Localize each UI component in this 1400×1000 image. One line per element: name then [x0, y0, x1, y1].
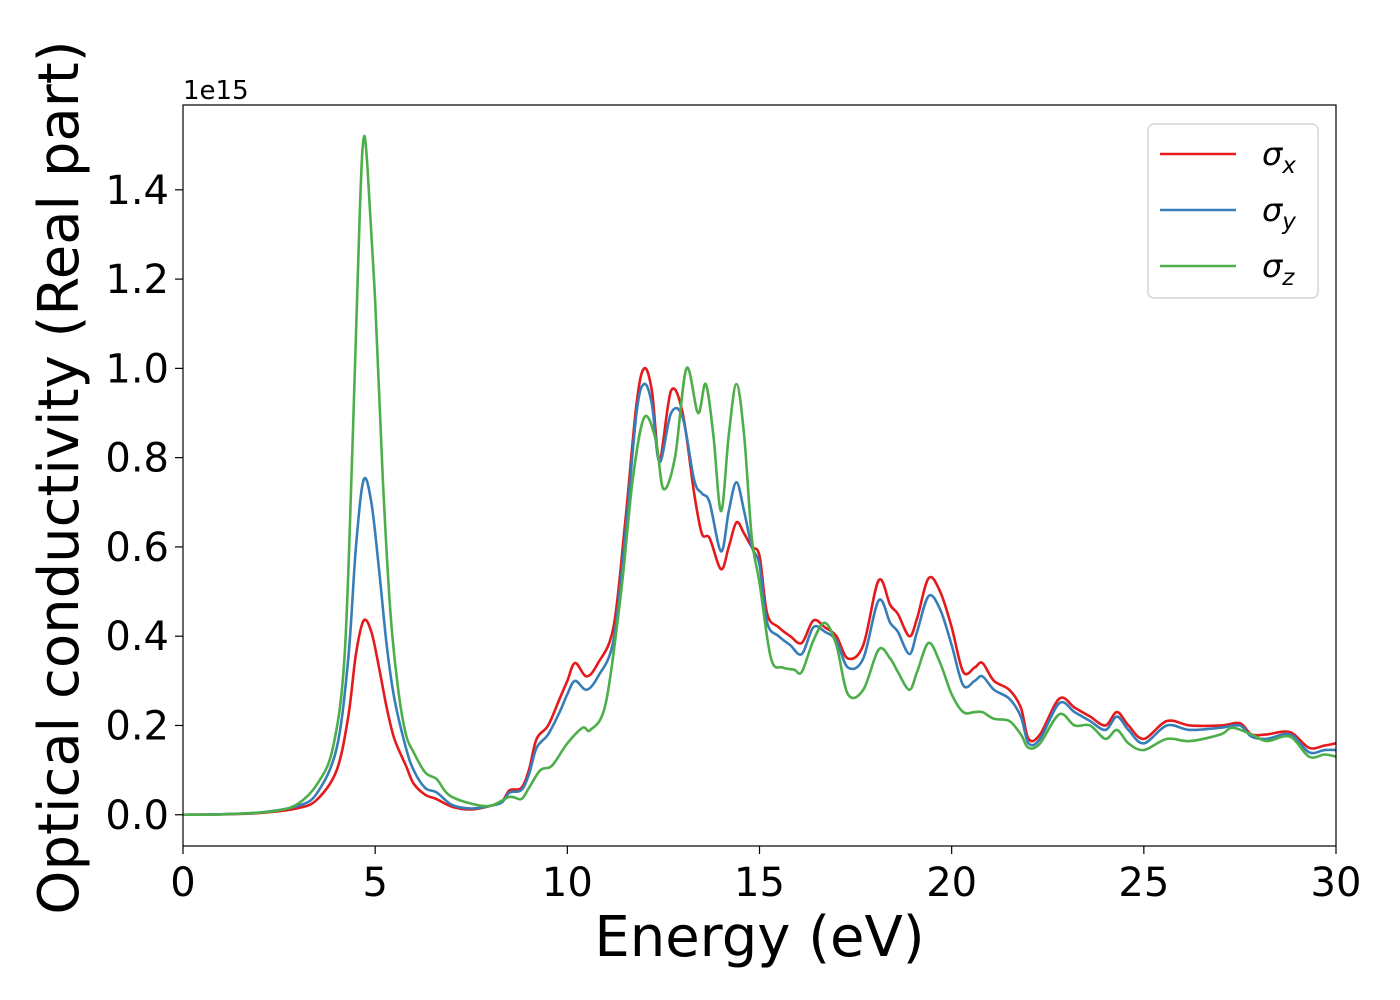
series-line-sigma-x	[183, 366, 1336, 817]
legend-label-sigma-x: σx	[1262, 135, 1296, 179]
y-tick-label: 1.4	[105, 168, 169, 214]
x-axis-title: Energy (eV)	[594, 905, 924, 970]
x-tick-label: 5	[362, 860, 387, 906]
x-tick-label: 25	[1118, 860, 1169, 906]
legend-label-sigma-y: σy	[1262, 191, 1296, 235]
x-tick-label: 15	[734, 860, 785, 906]
y-tick-label: 0.6	[105, 525, 169, 571]
x-tick-label: 10	[542, 860, 593, 906]
legend-label-sigma-z: σz	[1262, 247, 1295, 291]
y-tick-label: 1.2	[105, 257, 169, 303]
series-line-sigma-z	[183, 134, 1336, 817]
y-tick-label: 0.0	[105, 793, 169, 839]
x-tick-label: 30	[1311, 860, 1362, 906]
x-axis-ticks: 0 5 10 15 20 25 30	[170, 846, 1361, 906]
legend: σx σy σz	[1147, 123, 1319, 299]
y-axis-ticks: 0.0 0.2 0.4 0.6 0.8 1.0 1.2 1.4	[105, 168, 183, 839]
series-layer	[183, 134, 1336, 817]
x-tick-label: 0	[170, 860, 195, 906]
y-tick-label: 0.2	[105, 703, 169, 749]
y-offset-label: 1e15	[183, 76, 249, 106]
series-line-sigma-y	[183, 382, 1336, 817]
y-tick-label: 0.8	[105, 436, 169, 482]
y-tick-label: 0.4	[105, 614, 169, 660]
x-tick-label: 20	[926, 860, 977, 906]
y-axis-title: Optical conductivity (Real part)	[27, 40, 92, 914]
y-tick-label: 1.0	[105, 346, 169, 392]
